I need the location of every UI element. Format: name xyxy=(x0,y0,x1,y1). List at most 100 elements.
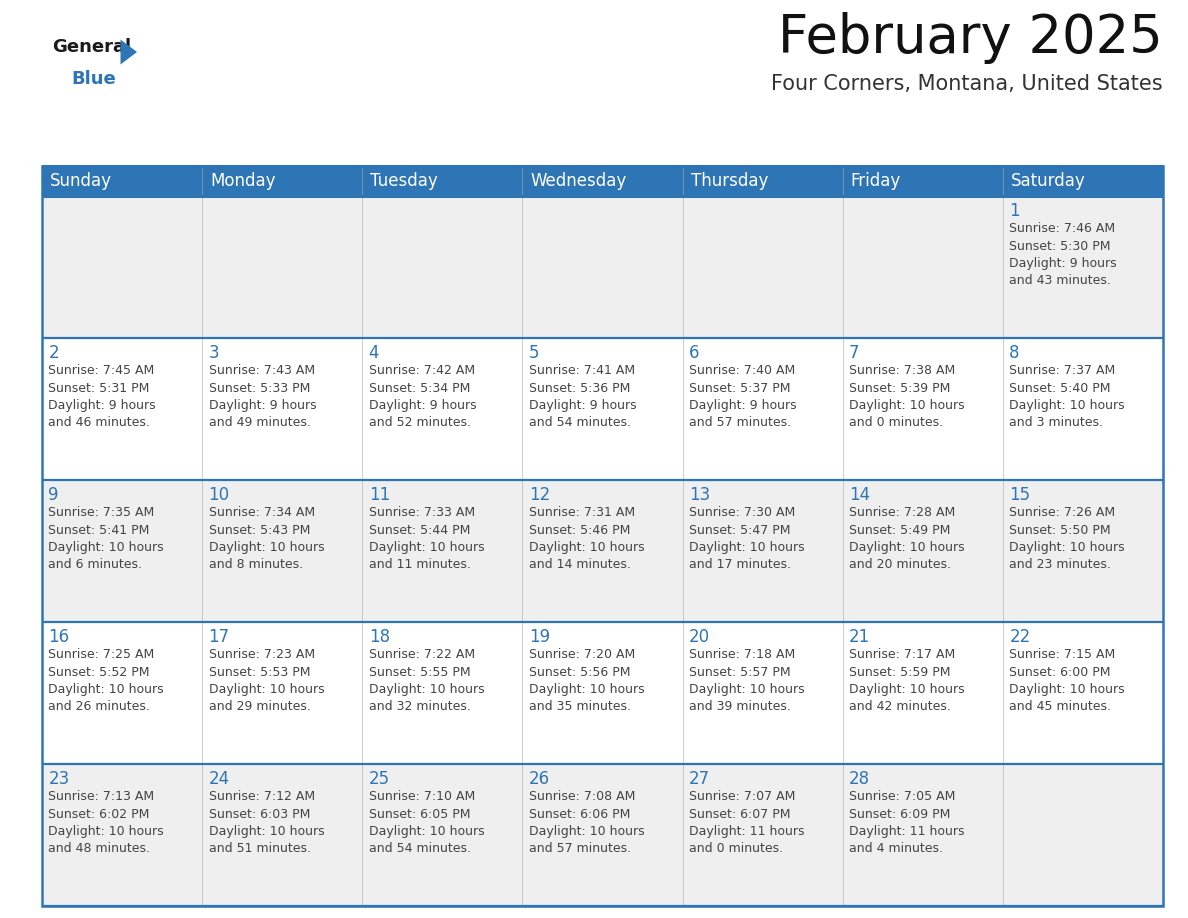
Text: 7: 7 xyxy=(849,343,860,362)
Text: Sunrise: 7:34 AM
Sunset: 5:43 PM
Daylight: 10 hours
and 8 minutes.: Sunrise: 7:34 AM Sunset: 5:43 PM Dayligh… xyxy=(209,506,324,572)
Text: February 2025: February 2025 xyxy=(778,12,1163,64)
Text: 26: 26 xyxy=(529,769,550,788)
Text: Wednesday: Wednesday xyxy=(530,172,627,190)
Text: 5: 5 xyxy=(529,343,539,362)
Bar xyxy=(523,166,683,196)
Bar xyxy=(1003,764,1163,906)
Text: 8: 8 xyxy=(1010,343,1019,362)
Bar xyxy=(362,480,523,622)
Text: 20: 20 xyxy=(689,628,710,645)
Text: 6: 6 xyxy=(689,343,700,362)
Text: Sunrise: 7:13 AM
Sunset: 6:02 PM
Daylight: 10 hours
and 48 minutes.: Sunrise: 7:13 AM Sunset: 6:02 PM Dayligh… xyxy=(49,790,164,856)
Bar xyxy=(202,196,362,338)
Text: 22: 22 xyxy=(1010,628,1030,645)
Bar xyxy=(1003,196,1163,338)
Polygon shape xyxy=(120,39,137,64)
Text: Four Corners, Montana, United States: Four Corners, Montana, United States xyxy=(771,74,1163,94)
Text: Sunrise: 7:25 AM
Sunset: 5:52 PM
Daylight: 10 hours
and 26 minutes.: Sunrise: 7:25 AM Sunset: 5:52 PM Dayligh… xyxy=(49,648,164,713)
Text: Sunrise: 7:15 AM
Sunset: 6:00 PM
Daylight: 10 hours
and 45 minutes.: Sunrise: 7:15 AM Sunset: 6:00 PM Dayligh… xyxy=(1010,648,1125,713)
Bar xyxy=(683,166,842,196)
Text: Sunrise: 7:05 AM
Sunset: 6:09 PM
Daylight: 11 hours
and 4 minutes.: Sunrise: 7:05 AM Sunset: 6:09 PM Dayligh… xyxy=(849,790,965,856)
Bar xyxy=(683,196,842,338)
Bar xyxy=(523,338,683,480)
Bar xyxy=(362,622,523,764)
Text: Sunrise: 7:33 AM
Sunset: 5:44 PM
Daylight: 10 hours
and 11 minutes.: Sunrise: 7:33 AM Sunset: 5:44 PM Dayligh… xyxy=(368,506,485,572)
Text: 24: 24 xyxy=(209,769,229,788)
Bar xyxy=(523,622,683,764)
Bar xyxy=(42,622,202,764)
Text: 15: 15 xyxy=(1010,486,1030,503)
Text: Sunrise: 7:28 AM
Sunset: 5:49 PM
Daylight: 10 hours
and 20 minutes.: Sunrise: 7:28 AM Sunset: 5:49 PM Dayligh… xyxy=(849,506,965,572)
Text: Sunrise: 7:17 AM
Sunset: 5:59 PM
Daylight: 10 hours
and 42 minutes.: Sunrise: 7:17 AM Sunset: 5:59 PM Dayligh… xyxy=(849,648,965,713)
Bar xyxy=(202,166,362,196)
Bar xyxy=(523,764,683,906)
Text: Sunrise: 7:20 AM
Sunset: 5:56 PM
Daylight: 10 hours
and 35 minutes.: Sunrise: 7:20 AM Sunset: 5:56 PM Dayligh… xyxy=(529,648,644,713)
Text: Sunrise: 7:23 AM
Sunset: 5:53 PM
Daylight: 10 hours
and 29 minutes.: Sunrise: 7:23 AM Sunset: 5:53 PM Dayligh… xyxy=(209,648,324,713)
Bar xyxy=(42,480,202,622)
Text: 13: 13 xyxy=(689,486,710,503)
Text: 18: 18 xyxy=(368,628,390,645)
Text: 21: 21 xyxy=(849,628,871,645)
Text: Sunrise: 7:41 AM
Sunset: 5:36 PM
Daylight: 9 hours
and 54 minutes.: Sunrise: 7:41 AM Sunset: 5:36 PM Dayligh… xyxy=(529,364,637,430)
Bar xyxy=(842,622,1003,764)
Bar xyxy=(842,480,1003,622)
Bar xyxy=(683,338,842,480)
Text: Sunrise: 7:18 AM
Sunset: 5:57 PM
Daylight: 10 hours
and 39 minutes.: Sunrise: 7:18 AM Sunset: 5:57 PM Dayligh… xyxy=(689,648,804,713)
Bar xyxy=(42,764,202,906)
Text: Tuesday: Tuesday xyxy=(371,172,438,190)
Bar xyxy=(202,622,362,764)
Bar xyxy=(842,196,1003,338)
Text: Friday: Friday xyxy=(851,172,901,190)
Text: 4: 4 xyxy=(368,343,379,362)
Text: Sunrise: 7:07 AM
Sunset: 6:07 PM
Daylight: 11 hours
and 0 minutes.: Sunrise: 7:07 AM Sunset: 6:07 PM Dayligh… xyxy=(689,790,804,856)
Text: Sunrise: 7:37 AM
Sunset: 5:40 PM
Daylight: 10 hours
and 3 minutes.: Sunrise: 7:37 AM Sunset: 5:40 PM Dayligh… xyxy=(1010,364,1125,430)
Text: 14: 14 xyxy=(849,486,871,503)
Bar xyxy=(362,196,523,338)
Text: 25: 25 xyxy=(368,769,390,788)
Bar xyxy=(842,764,1003,906)
Text: 2: 2 xyxy=(49,343,59,362)
Bar xyxy=(1003,338,1163,480)
Bar xyxy=(1003,166,1163,196)
Text: 27: 27 xyxy=(689,769,710,788)
Bar xyxy=(1003,480,1163,622)
Text: 23: 23 xyxy=(49,769,70,788)
Bar xyxy=(42,338,202,480)
Text: Sunrise: 7:26 AM
Sunset: 5:50 PM
Daylight: 10 hours
and 23 minutes.: Sunrise: 7:26 AM Sunset: 5:50 PM Dayligh… xyxy=(1010,506,1125,572)
Text: 28: 28 xyxy=(849,769,871,788)
Bar xyxy=(202,338,362,480)
Text: Sunrise: 7:08 AM
Sunset: 6:06 PM
Daylight: 10 hours
and 57 minutes.: Sunrise: 7:08 AM Sunset: 6:06 PM Dayligh… xyxy=(529,790,644,856)
Text: Sunrise: 7:10 AM
Sunset: 6:05 PM
Daylight: 10 hours
and 54 minutes.: Sunrise: 7:10 AM Sunset: 6:05 PM Dayligh… xyxy=(368,790,485,856)
Bar xyxy=(202,764,362,906)
Bar xyxy=(683,480,842,622)
Text: Sunrise: 7:31 AM
Sunset: 5:46 PM
Daylight: 10 hours
and 14 minutes.: Sunrise: 7:31 AM Sunset: 5:46 PM Dayligh… xyxy=(529,506,644,572)
Text: 16: 16 xyxy=(49,628,70,645)
Bar xyxy=(362,166,523,196)
Text: Sunrise: 7:40 AM
Sunset: 5:37 PM
Daylight: 9 hours
and 57 minutes.: Sunrise: 7:40 AM Sunset: 5:37 PM Dayligh… xyxy=(689,364,797,430)
Bar xyxy=(1003,622,1163,764)
Bar xyxy=(842,338,1003,480)
Text: Sunrise: 7:42 AM
Sunset: 5:34 PM
Daylight: 9 hours
and 52 minutes.: Sunrise: 7:42 AM Sunset: 5:34 PM Dayligh… xyxy=(368,364,476,430)
Text: 9: 9 xyxy=(49,486,59,503)
Text: Sunrise: 7:22 AM
Sunset: 5:55 PM
Daylight: 10 hours
and 32 minutes.: Sunrise: 7:22 AM Sunset: 5:55 PM Dayligh… xyxy=(368,648,485,713)
Text: Sunrise: 7:38 AM
Sunset: 5:39 PM
Daylight: 10 hours
and 0 minutes.: Sunrise: 7:38 AM Sunset: 5:39 PM Dayligh… xyxy=(849,364,965,430)
Text: Sunday: Sunday xyxy=(50,172,112,190)
Text: 19: 19 xyxy=(529,628,550,645)
Bar xyxy=(42,166,1163,906)
Bar xyxy=(42,166,202,196)
Bar xyxy=(842,166,1003,196)
Text: 11: 11 xyxy=(368,486,390,503)
Text: Sunrise: 7:30 AM
Sunset: 5:47 PM
Daylight: 10 hours
and 17 minutes.: Sunrise: 7:30 AM Sunset: 5:47 PM Dayligh… xyxy=(689,506,804,572)
Text: Sunrise: 7:46 AM
Sunset: 5:30 PM
Daylight: 9 hours
and 43 minutes.: Sunrise: 7:46 AM Sunset: 5:30 PM Dayligh… xyxy=(1010,222,1117,287)
Bar xyxy=(362,764,523,906)
Text: 1: 1 xyxy=(1010,201,1019,219)
Bar xyxy=(523,480,683,622)
Text: Sunrise: 7:43 AM
Sunset: 5:33 PM
Daylight: 9 hours
and 49 minutes.: Sunrise: 7:43 AM Sunset: 5:33 PM Dayligh… xyxy=(209,364,316,430)
Bar xyxy=(362,338,523,480)
Text: 12: 12 xyxy=(529,486,550,503)
Text: Saturday: Saturday xyxy=(1011,172,1086,190)
Text: Thursday: Thursday xyxy=(690,172,767,190)
Bar xyxy=(683,764,842,906)
Text: 17: 17 xyxy=(209,628,229,645)
Text: General: General xyxy=(52,38,131,56)
